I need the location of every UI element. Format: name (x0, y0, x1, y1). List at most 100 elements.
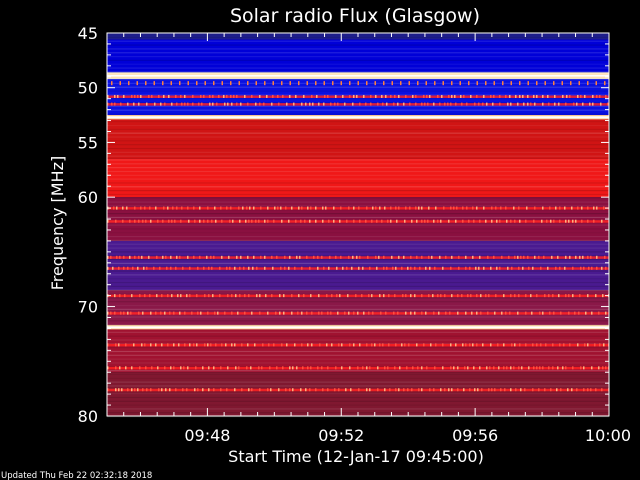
texture-line (107, 232, 609, 234)
interference-dot (567, 388, 569, 392)
interference-dot (390, 219, 392, 223)
x-tick-label: 09:48 (184, 426, 230, 445)
interference-dot (482, 102, 484, 106)
texture-line (107, 339, 609, 341)
interference-dot (215, 343, 217, 347)
interference-dot (358, 266, 360, 270)
interference-dot (180, 366, 182, 370)
interference-dot (132, 266, 134, 270)
interference-dot (587, 206, 589, 210)
interference-dot (345, 388, 347, 392)
interference-dot (299, 255, 301, 259)
interference-dot (285, 206, 287, 210)
interference-dot (346, 266, 348, 270)
interference-dot (377, 366, 379, 370)
interference-dot (123, 255, 125, 259)
interference-dot (139, 366, 141, 370)
interference-dot (517, 102, 519, 106)
interference-dot (498, 366, 500, 370)
interference-dot (385, 94, 387, 98)
interference-dot (171, 219, 173, 223)
interference-dot (602, 366, 604, 370)
comb-tick (136, 81, 138, 86)
interference-dot (114, 311, 116, 315)
interference-dot (568, 219, 570, 223)
interference-dot (538, 388, 540, 392)
interference-dot (168, 94, 170, 98)
interference-dot (542, 206, 544, 210)
interference-dot (168, 219, 170, 223)
texture-line (107, 44, 609, 46)
interference-dot (289, 255, 291, 259)
interference-dot (520, 388, 522, 392)
texture-line (107, 63, 609, 65)
interference-dot (465, 343, 467, 347)
interference-dot (226, 388, 228, 392)
interference-dot (251, 219, 253, 223)
interference-dot (150, 343, 152, 347)
interference-dot (465, 255, 467, 259)
interference-dot (527, 94, 529, 98)
interference-dot (521, 366, 523, 370)
interference-dot (455, 219, 457, 223)
interference-dot (347, 294, 349, 298)
interference-dot (499, 266, 501, 270)
interference-dot (244, 311, 246, 315)
interference-dot (532, 388, 534, 392)
interference-dot (587, 255, 589, 259)
interference-dot (358, 206, 360, 210)
comb-tick (493, 81, 495, 86)
interference-dot (283, 294, 285, 298)
interference-dot (122, 206, 124, 210)
interference-dot (272, 266, 274, 270)
texture-line (107, 293, 609, 295)
texture-line (107, 90, 609, 92)
interference-dot (548, 294, 550, 298)
interference-dot (568, 294, 570, 298)
texture-line (107, 52, 609, 54)
interference-dot (548, 366, 550, 370)
interference-dot (451, 388, 453, 392)
interference-dot (501, 311, 503, 315)
interference-dot (518, 266, 520, 270)
interference-dot (258, 366, 260, 370)
frequency-band (107, 39, 609, 73)
interference-dot (602, 294, 604, 298)
interference-dot (214, 206, 216, 210)
interference-dot (154, 102, 156, 106)
interference-dot (317, 255, 319, 259)
strong-line-core (107, 116, 609, 119)
interference-dot (577, 94, 579, 98)
interference-dot (510, 102, 512, 106)
comb-tick (306, 81, 308, 86)
texture-line (107, 404, 609, 406)
interference-dot (162, 255, 164, 259)
interference-dot (474, 102, 476, 106)
interference-dot (306, 255, 308, 259)
interference-dot (307, 206, 309, 210)
comb-tick (230, 81, 232, 86)
interference-dot (196, 343, 198, 347)
texture-line (107, 128, 609, 130)
interference-dot (353, 343, 355, 347)
interference-dot (180, 94, 182, 98)
interference-dot (227, 294, 229, 298)
interference-dot (156, 294, 158, 298)
interference-dot (142, 311, 144, 315)
interference-dot (235, 366, 237, 370)
interference-dot (301, 311, 303, 315)
interference-dot (440, 219, 442, 223)
interference-dot (440, 388, 442, 392)
interference-dot (180, 294, 182, 298)
texture-line (107, 385, 609, 387)
interference-dot (177, 294, 179, 298)
texture-line (107, 109, 609, 111)
interference-dot (296, 255, 298, 259)
interference-dot (163, 94, 165, 98)
interference-dot (170, 255, 172, 259)
interference-dot (527, 102, 529, 106)
interference-dot (311, 311, 313, 315)
x-axis-label: Start Time (12-Jan-17 09:45:00) (228, 447, 484, 466)
interference-dot (451, 94, 453, 98)
comb-tick (298, 81, 300, 86)
